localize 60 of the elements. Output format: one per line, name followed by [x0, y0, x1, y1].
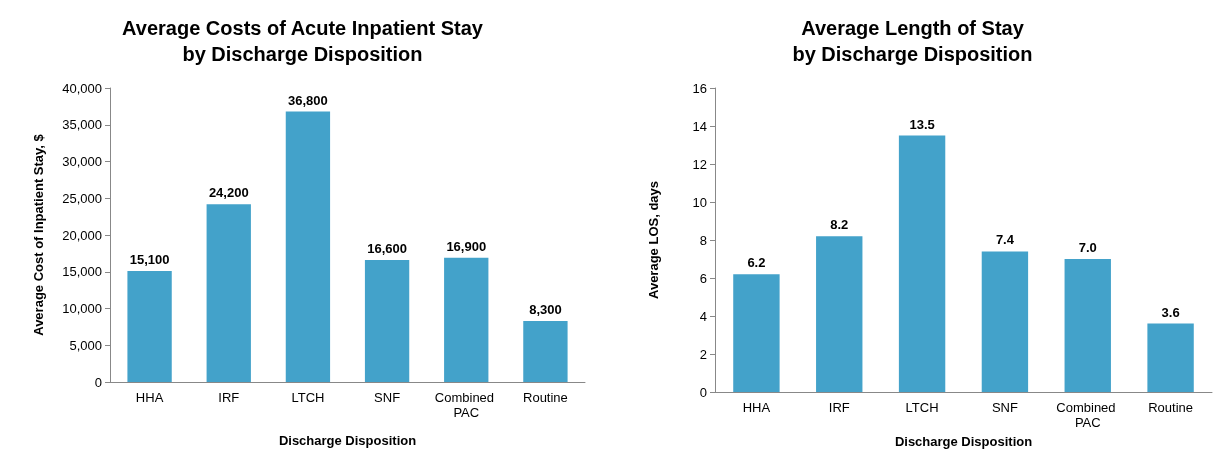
- x-tick-label: SNF: [991, 400, 1018, 415]
- x-tick-label: HHA: [135, 390, 164, 405]
- bar: [816, 236, 863, 392]
- y-tick-label: 15,000: [62, 264, 102, 280]
- y-tick-label: 0: [94, 374, 102, 390]
- bar: [127, 271, 172, 382]
- y-tick-label: 25,000: [62, 190, 102, 206]
- data-label: 15,100: [129, 252, 170, 268]
- bar: [206, 204, 251, 382]
- bar: [898, 135, 946, 392]
- x-axis-title: Discharge Disposition: [894, 434, 1033, 449]
- x-tick-label: Routine: [1148, 400, 1193, 415]
- y-tick-label: 30,000: [62, 154, 102, 169]
- x-tick-label: LTCH: [291, 390, 325, 405]
- bar: [981, 251, 1029, 392]
- y-tick-label: 10: [692, 194, 707, 210]
- x-tick-label: Routine: [523, 390, 568, 405]
- y-tick-label: 6: [699, 270, 707, 286]
- data-label: 3.6: [1161, 304, 1180, 320]
- y-tick-label: 5,000: [69, 337, 102, 353]
- data-label: 16,900: [446, 238, 487, 254]
- y-tick-label: 14: [692, 118, 707, 134]
- y-tick-label: 12: [692, 156, 707, 172]
- y-tick-label: 10,000: [62, 301, 102, 316]
- bar: [1064, 259, 1111, 392]
- x-tick-label: LTCH: [905, 400, 939, 415]
- y-axis-title: Average LOS, days: [646, 180, 661, 300]
- bar: [733, 274, 780, 392]
- data-label: 6.2: [747, 255, 766, 271]
- x-tick-label: SNF: [374, 390, 401, 405]
- x-tick-label: HHA: [742, 400, 771, 415]
- chart-title: Average Costs of Acute Inpatient Stay by Discharge Disposition: [122, 17, 484, 65]
- y-tick-label: 20,000: [62, 227, 102, 243]
- x-tick-label: Combined PAC: [1056, 400, 1120, 430]
- data-label: 13.5: [909, 116, 935, 132]
- data-label: 24,200: [208, 185, 249, 201]
- y-tick-label: 40,000: [62, 80, 102, 96]
- y-tick-label: 35,000: [62, 117, 102, 133]
- y-tick-label: 2: [699, 346, 707, 362]
- x-tick-label: Combined PAC: [434, 390, 498, 420]
- data-label: 7.0: [1078, 240, 1097, 255]
- data-label: 16,600: [367, 240, 407, 256]
- x-axis-title: Discharge Disposition: [278, 433, 417, 448]
- bar: [364, 259, 410, 382]
- x-tick-label: IRF: [828, 400, 850, 415]
- chart-title: Average Length of Stay by Discharge Disposition: [792, 17, 1033, 65]
- y-axis-title: Average Cost of Inpatient Stay, $: [31, 133, 46, 336]
- x-tick-label: IRF: [218, 390, 240, 405]
- y-tick-label: 8: [699, 232, 707, 248]
- data-label: 7.4: [995, 232, 1015, 248]
- data-label: 8.2: [830, 217, 849, 233]
- bar: [523, 321, 568, 382]
- y-tick-label: 4: [699, 308, 707, 324]
- bar: [285, 111, 331, 382]
- y-tick-label: 16: [692, 80, 707, 96]
- bar: [444, 257, 489, 382]
- data-label: 8,300: [529, 301, 562, 317]
- y-tick-label: 0: [699, 384, 707, 400]
- data-label: 36,800: [288, 92, 328, 108]
- bar: [1147, 323, 1194, 392]
